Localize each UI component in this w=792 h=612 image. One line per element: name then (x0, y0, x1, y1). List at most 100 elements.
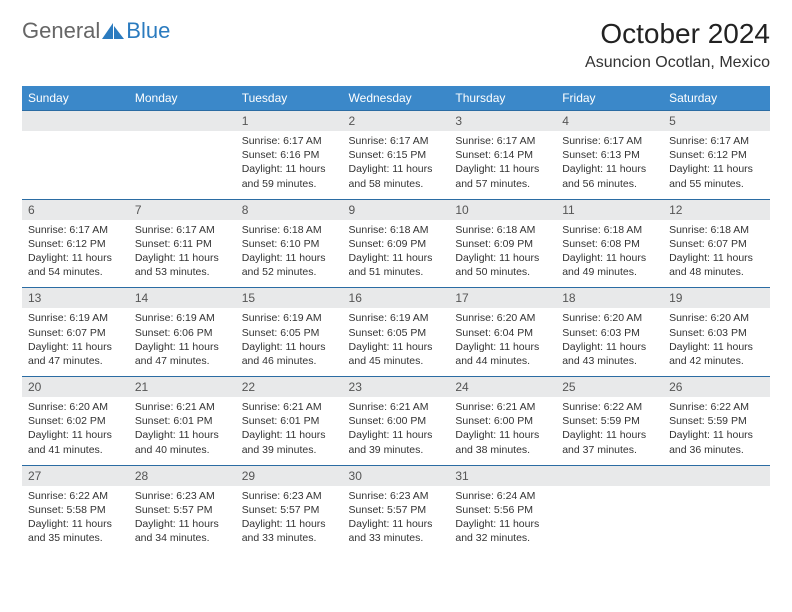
daylight-line: Daylight: 11 hours and 43 minutes. (562, 340, 657, 368)
week-row: 6Sunrise: 6:17 AMSunset: 6:12 PMDaylight… (22, 199, 770, 288)
sunrise-line: Sunrise: 6:20 AM (28, 400, 123, 414)
sunset-line: Sunset: 6:09 PM (455, 237, 550, 251)
day-number-bar: 20 (22, 377, 129, 397)
sunrise-line: Sunrise: 6:18 AM (242, 223, 337, 237)
sunrise-line: Sunrise: 6:19 AM (135, 311, 230, 325)
sunrise-line: Sunrise: 6:18 AM (669, 223, 764, 237)
sunset-line: Sunset: 5:59 PM (562, 414, 657, 428)
daylight-line: Daylight: 11 hours and 39 minutes. (242, 428, 337, 456)
day-body: Sunrise: 6:19 AMSunset: 6:05 PMDaylight:… (343, 308, 450, 376)
daylight-line: Daylight: 11 hours and 32 minutes. (455, 517, 550, 545)
day-cell: 18Sunrise: 6:20 AMSunset: 6:03 PMDayligh… (556, 288, 663, 377)
day-cell: 2Sunrise: 6:17 AMSunset: 6:15 PMDaylight… (343, 111, 450, 200)
brand-logo: General Blue (22, 18, 170, 44)
day-body: Sunrise: 6:18 AMSunset: 6:07 PMDaylight:… (663, 220, 770, 288)
daylight-line: Daylight: 11 hours and 50 minutes. (455, 251, 550, 279)
sunrise-line: Sunrise: 6:17 AM (669, 134, 764, 148)
weekday-header: Monday (129, 86, 236, 111)
sunrise-line: Sunrise: 6:17 AM (562, 134, 657, 148)
day-body: Sunrise: 6:18 AMSunset: 6:09 PMDaylight:… (343, 220, 450, 288)
daylight-line: Daylight: 11 hours and 41 minutes. (28, 428, 123, 456)
day-number-bar: 13 (22, 288, 129, 308)
day-body: Sunrise: 6:18 AMSunset: 6:09 PMDaylight:… (449, 220, 556, 288)
daylight-line: Daylight: 11 hours and 54 minutes. (28, 251, 123, 279)
day-cell (22, 111, 129, 200)
sunrise-line: Sunrise: 6:22 AM (669, 400, 764, 414)
daylight-line: Daylight: 11 hours and 47 minutes. (28, 340, 123, 368)
sunset-line: Sunset: 6:01 PM (242, 414, 337, 428)
sunrise-line: Sunrise: 6:19 AM (242, 311, 337, 325)
day-cell (663, 465, 770, 553)
sunset-line: Sunset: 6:05 PM (242, 326, 337, 340)
day-body: Sunrise: 6:17 AMSunset: 6:12 PMDaylight:… (663, 131, 770, 199)
day-cell: 13Sunrise: 6:19 AMSunset: 6:07 PMDayligh… (22, 288, 129, 377)
day-number-bar: 12 (663, 200, 770, 220)
day-body: Sunrise: 6:20 AMSunset: 6:03 PMDaylight:… (556, 308, 663, 376)
daylight-line: Daylight: 11 hours and 49 minutes. (562, 251, 657, 279)
day-number-bar: 31 (449, 466, 556, 486)
sunrise-line: Sunrise: 6:18 AM (455, 223, 550, 237)
sunset-line: Sunset: 6:07 PM (28, 326, 123, 340)
week-row: 27Sunrise: 6:22 AMSunset: 5:58 PMDayligh… (22, 465, 770, 553)
day-number-bar: 27 (22, 466, 129, 486)
day-number-bar: 7 (129, 200, 236, 220)
weekday-header: Tuesday (236, 86, 343, 111)
day-number-bar: 30 (343, 466, 450, 486)
day-number-bar: 2 (343, 111, 450, 131)
brand-part1: General (22, 18, 100, 44)
sunrise-line: Sunrise: 6:17 AM (28, 223, 123, 237)
day-cell: 25Sunrise: 6:22 AMSunset: 5:59 PMDayligh… (556, 377, 663, 466)
day-cell (129, 111, 236, 200)
sunrise-line: Sunrise: 6:21 AM (455, 400, 550, 414)
day-body: Sunrise: 6:20 AMSunset: 6:02 PMDaylight:… (22, 397, 129, 465)
sunset-line: Sunset: 6:14 PM (455, 148, 550, 162)
day-number-bar: 25 (556, 377, 663, 397)
day-body: Sunrise: 6:17 AMSunset: 6:12 PMDaylight:… (22, 220, 129, 288)
daylight-line: Daylight: 11 hours and 33 minutes. (242, 517, 337, 545)
brand-part2: Blue (126, 18, 170, 44)
sunrise-line: Sunrise: 6:17 AM (135, 223, 230, 237)
day-cell: 19Sunrise: 6:20 AMSunset: 6:03 PMDayligh… (663, 288, 770, 377)
weekday-header: Sunday (22, 86, 129, 111)
day-cell: 14Sunrise: 6:19 AMSunset: 6:06 PMDayligh… (129, 288, 236, 377)
day-number-bar: 18 (556, 288, 663, 308)
day-number-bar (22, 111, 129, 131)
day-number-bar (129, 111, 236, 131)
day-body: Sunrise: 6:17 AMSunset: 6:16 PMDaylight:… (236, 131, 343, 199)
daylight-line: Daylight: 11 hours and 38 minutes. (455, 428, 550, 456)
day-number-bar: 1 (236, 111, 343, 131)
day-number-bar: 28 (129, 466, 236, 486)
sunrise-line: Sunrise: 6:23 AM (242, 489, 337, 503)
day-cell: 4Sunrise: 6:17 AMSunset: 6:13 PMDaylight… (556, 111, 663, 200)
day-cell: 12Sunrise: 6:18 AMSunset: 6:07 PMDayligh… (663, 199, 770, 288)
day-cell (556, 465, 663, 553)
day-number-bar: 14 (129, 288, 236, 308)
sunset-line: Sunset: 6:00 PM (349, 414, 444, 428)
daylight-line: Daylight: 11 hours and 33 minutes. (349, 517, 444, 545)
day-cell: 8Sunrise: 6:18 AMSunset: 6:10 PMDaylight… (236, 199, 343, 288)
day-body: Sunrise: 6:19 AMSunset: 6:06 PMDaylight:… (129, 308, 236, 376)
daylight-line: Daylight: 11 hours and 44 minutes. (455, 340, 550, 368)
daylight-line: Daylight: 11 hours and 39 minutes. (349, 428, 444, 456)
day-body: Sunrise: 6:23 AMSunset: 5:57 PMDaylight:… (236, 486, 343, 554)
sunset-line: Sunset: 6:07 PM (669, 237, 764, 251)
daylight-line: Daylight: 11 hours and 52 minutes. (242, 251, 337, 279)
daylight-line: Daylight: 11 hours and 40 minutes. (135, 428, 230, 456)
daylight-line: Daylight: 11 hours and 53 minutes. (135, 251, 230, 279)
day-number-bar: 16 (343, 288, 450, 308)
weekday-header: Thursday (449, 86, 556, 111)
day-cell: 5Sunrise: 6:17 AMSunset: 6:12 PMDaylight… (663, 111, 770, 200)
day-body: Sunrise: 6:17 AMSunset: 6:15 PMDaylight:… (343, 131, 450, 199)
day-cell: 29Sunrise: 6:23 AMSunset: 5:57 PMDayligh… (236, 465, 343, 553)
day-number-bar: 15 (236, 288, 343, 308)
sunset-line: Sunset: 6:11 PM (135, 237, 230, 251)
day-body: Sunrise: 6:19 AMSunset: 6:05 PMDaylight:… (236, 308, 343, 376)
day-cell: 11Sunrise: 6:18 AMSunset: 6:08 PMDayligh… (556, 199, 663, 288)
day-cell: 26Sunrise: 6:22 AMSunset: 5:59 PMDayligh… (663, 377, 770, 466)
day-cell: 6Sunrise: 6:17 AMSunset: 6:12 PMDaylight… (22, 199, 129, 288)
sunset-line: Sunset: 6:03 PM (562, 326, 657, 340)
day-cell: 31Sunrise: 6:24 AMSunset: 5:56 PMDayligh… (449, 465, 556, 553)
day-cell: 30Sunrise: 6:23 AMSunset: 5:57 PMDayligh… (343, 465, 450, 553)
location-name: Asuncion Ocotlan, Mexico (585, 54, 770, 72)
sunrise-line: Sunrise: 6:21 AM (135, 400, 230, 414)
